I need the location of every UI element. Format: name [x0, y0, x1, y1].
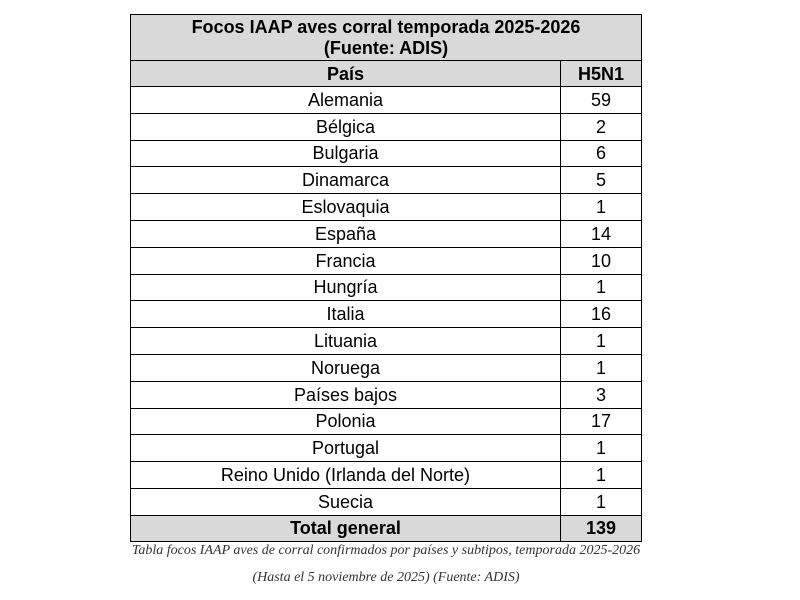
table-row: Polonia 17: [130, 407, 642, 436]
h5n1-count-cell: 6: [560, 139, 642, 168]
outbreaks-table: Focos IAAP aves corral temporada 2025-20…: [130, 14, 642, 542]
h5n1-count-cell: 1: [560, 353, 642, 382]
table-title: Focos IAAP aves corral temporada 2025-20…: [130, 14, 642, 61]
country-cell: Portugal: [130, 434, 561, 463]
country-cell: Reino Unido (Irlanda del Norte): [130, 461, 561, 489]
table-row: Lituania 1: [130, 327, 642, 355]
table-header-row: País H5N1: [130, 60, 642, 87]
h5n1-count-cell: 1: [560, 434, 642, 463]
table-row: Noruega 1: [130, 353, 642, 382]
h5n1-count-cell: 17: [560, 407, 642, 436]
table-row: Bélgica 2: [130, 112, 642, 141]
country-cell: Francia: [130, 246, 561, 275]
h5n1-count-cell: 5: [560, 166, 642, 195]
table-body: Alemania 59 Bélgica 2 Bulgaria 6 Dinamarca 5 Esl…: [130, 86, 642, 516]
total-value: 139: [560, 514, 642, 542]
table-row: Reino Unido (Irlanda del Norte) 1: [130, 461, 642, 489]
table-title-row: Focos IAAP aves corral temporada 2025-20…: [130, 14, 642, 61]
country-cell: Polonia: [130, 407, 561, 436]
table-row: Dinamarca 5: [130, 166, 642, 195]
table-row: Hungría 1: [130, 273, 642, 302]
country-cell: Bélgica: [130, 112, 561, 141]
table-row: Italia 16: [130, 300, 642, 329]
country-cell: Suecia: [130, 487, 561, 516]
h5n1-count-cell: 1: [560, 273, 642, 302]
country-cell: Hungría: [130, 273, 561, 302]
total-label: Total general: [130, 514, 561, 542]
table-row: Alemania 59: [130, 86, 642, 114]
caption-line2: (Hasta el 5 noviembre de 2025) (Fuente: …: [252, 570, 520, 585]
h5n1-count-cell: 1: [560, 461, 642, 489]
table-title-line1: Focos IAAP aves corral temporada 2025-20…: [191, 16, 581, 37]
table-row: Francia 10: [130, 246, 642, 275]
country-cell: Eslovaquia: [130, 193, 561, 221]
h5n1-count-cell: 16: [560, 300, 642, 329]
h5n1-column-header: H5N1: [560, 60, 642, 87]
country-cell: España: [130, 219, 561, 248]
country-cell: Noruega: [130, 353, 561, 382]
country-cell: Bulgaria: [130, 139, 561, 168]
h5n1-count-cell: 1: [560, 193, 642, 221]
caption-line1: Tabla focos IAAP aves de corral confirma…: [131, 543, 641, 558]
h5n1-count-cell: 14: [560, 219, 642, 248]
country-cell: Italia: [130, 300, 561, 329]
table-title-line2: (Fuente: ADIS): [323, 37, 449, 58]
country-cell: Dinamarca: [130, 166, 561, 195]
country-column-header: País: [130, 60, 561, 87]
table-row: Eslovaquia 1: [130, 193, 642, 221]
table-row: Bulgaria 6: [130, 139, 642, 168]
table-row: España 14: [130, 219, 642, 248]
country-cell: Alemania: [130, 86, 561, 114]
h5n1-count-cell: 1: [560, 327, 642, 355]
total-row: Total general 139: [130, 514, 642, 542]
h5n1-count-cell: 1: [560, 487, 642, 516]
country-cell: Países bajos: [130, 380, 561, 409]
table-row: Países bajos 3: [130, 380, 642, 409]
h5n1-count-cell: 3: [560, 380, 642, 409]
table-row: Portugal 1: [130, 434, 642, 463]
h5n1-count-cell: 2: [560, 112, 642, 141]
country-cell: Lituania: [130, 327, 561, 355]
table-row: Suecia 1: [130, 487, 642, 516]
h5n1-count-cell: 59: [560, 86, 642, 114]
h5n1-count-cell: 10: [560, 246, 642, 275]
